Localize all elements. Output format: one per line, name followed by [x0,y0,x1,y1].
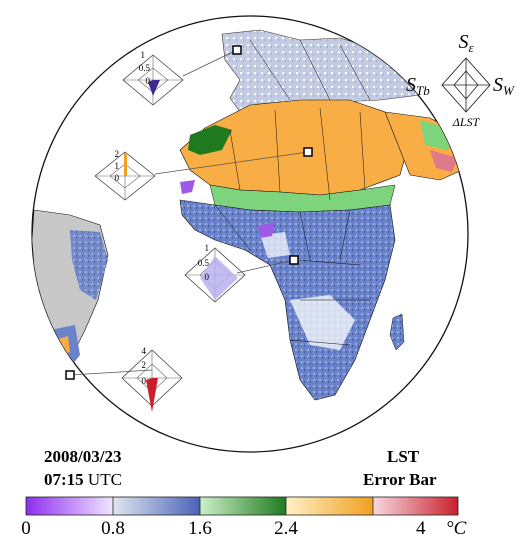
legend-right-label: SW [493,74,515,98]
mini-chart-scale-label: 1 [205,243,210,253]
subsaharan-region [179,199,396,401]
colorbar-tick-1: 0.8 [101,518,125,539]
mini-chart-scale-label: 0 [142,376,147,386]
time-value: 07:15 [44,470,84,489]
mini-chart-south-america: 4 2 0 [121,346,183,412]
legend-bottom-label: ΔLST [452,115,481,129]
mini-chart-sahara: 2 1 0 [94,149,156,201]
mini-chart-scale-label: 1 [115,161,120,171]
site-marker-britain [232,45,242,55]
colorbar-tick-4: 4 [416,518,426,539]
mini-chart-scale-label: 0 [146,76,151,86]
site-marker-sahara [303,147,313,157]
time-zone: UTC [87,470,122,489]
colorbar-tick-3: 2.4 [274,518,298,539]
mini-chart-scale-label: 2 [142,360,147,370]
mini-chart-scale-label: 0 [115,173,120,183]
legend-top-label: Sε [458,31,474,55]
madagascar [389,313,405,351]
mini-chart-scale-label: 4 [142,346,147,356]
site-marker-south-america [65,370,75,380]
site-markers [65,45,313,380]
europe-landmass [221,29,441,113]
country-borders [214,39,371,346]
mini-chart-scale-label: 1 [141,50,146,60]
connector-lines [69,49,309,376]
colorbar-unit: °C [446,518,467,539]
mini-chart-scale-label: 0 [205,272,210,282]
colorbar-tick-0: 0 [21,518,31,539]
colorbar [25,496,459,516]
mini-chart-scale-label: 0.5 [198,258,210,268]
mini-chart-scale-label: 2 [115,149,120,159]
legend-left-label: STb [406,74,430,98]
colorbar-tick-2: 1.6 [188,518,212,539]
product-title: LST [387,447,420,466]
time-label: 07:15 UTC [44,470,122,490]
product-subtitle: Error Bar [363,470,437,489]
mini-chart-scale-label: 0.5 [139,63,151,73]
date-label: 2008/03/23 [44,447,122,466]
mini-chart-britain: 1 0.5 0 [122,50,184,106]
maghreb-vegetation [188,125,232,155]
site-marker-congo [289,255,299,265]
mini-chart-congo: 1 0.5 0 [184,243,246,303]
globe [31,15,469,453]
